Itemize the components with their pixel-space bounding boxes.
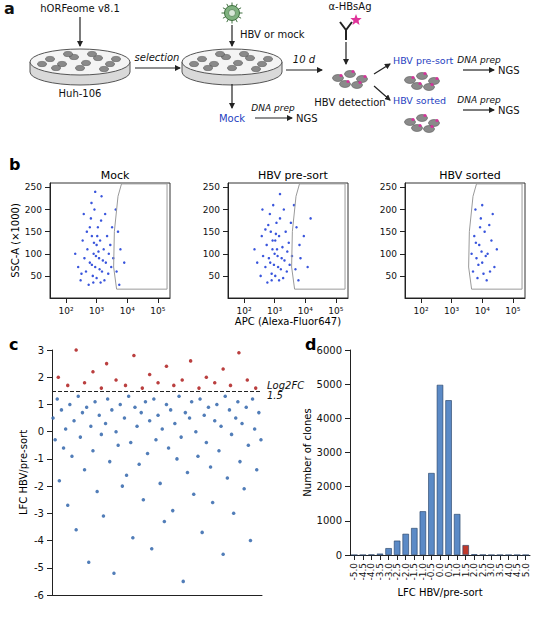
svg-text:10⁵: 10⁵ <box>328 306 343 316</box>
svg-text:HBV or mock: HBV or mock <box>240 29 305 40</box>
svg-text:d: d <box>305 335 316 354</box>
svg-text:-5.0: -5.0 <box>349 563 360 581</box>
svg-text:-1.5: -1.5 <box>409 563 420 581</box>
svg-text:5.0: 5.0 <box>521 563 531 578</box>
svg-text:-1: -1 <box>34 453 44 464</box>
svg-text:3.5: 3.5 <box>495 563 505 578</box>
svg-text:Log2FC: Log2FC <box>267 380 305 392</box>
svg-text:100: 100 <box>380 249 397 259</box>
svg-text:2.5: 2.5 <box>477 563 488 578</box>
svg-text:50: 50 <box>386 271 398 281</box>
svg-text:10³: 10³ <box>444 306 459 316</box>
svg-text:-4: -4 <box>34 535 44 546</box>
svg-text:c: c <box>9 335 18 354</box>
svg-text:1000: 1000 <box>317 515 342 526</box>
svg-text:1.0: 1.0 <box>452 563 463 578</box>
svg-text:HBV pre-sort: HBV pre-sort <box>393 55 454 66</box>
svg-text:HBV sorted: HBV sorted <box>393 95 446 106</box>
svg-text:3000: 3000 <box>317 447 342 458</box>
svg-text:b: b <box>9 155 20 174</box>
svg-text:50: 50 <box>31 271 43 281</box>
svg-text:-3: -3 <box>34 508 44 519</box>
svg-text:α-HBsAg: α-HBsAg <box>329 1 372 12</box>
svg-text:a: a <box>4 0 15 18</box>
svg-text:-1.0: -1.0 <box>417 563 428 581</box>
svg-text:150: 150 <box>203 227 220 237</box>
svg-text:DNA prep: DNA prep <box>457 95 501 105</box>
svg-text:5000: 5000 <box>317 379 342 390</box>
svg-text:10²: 10² <box>413 306 428 316</box>
svg-text:150: 150 <box>380 227 397 237</box>
svg-text:-4.0: -4.0 <box>366 563 377 581</box>
svg-text:2000: 2000 <box>317 481 342 492</box>
svg-text:200: 200 <box>25 205 42 215</box>
svg-text:4000: 4000 <box>317 413 342 424</box>
svg-text:10²: 10² <box>58 306 73 316</box>
svg-text:3: 3 <box>38 345 44 356</box>
svg-text:150: 150 <box>25 227 42 237</box>
svg-text:selection: selection <box>135 52 180 63</box>
svg-text:10⁴: 10⁴ <box>298 306 313 316</box>
svg-text:10⁵: 10⁵ <box>505 306 520 316</box>
svg-text:50: 50 <box>209 271 221 281</box>
svg-text:hORFeome v8.1: hORFeome v8.1 <box>40 3 120 14</box>
svg-text:-5: -5 <box>34 562 44 573</box>
svg-text:LFC HBV/pre-sort: LFC HBV/pre-sort <box>397 587 482 598</box>
svg-text:-6: -6 <box>34 590 44 601</box>
svg-text:0: 0 <box>38 426 44 437</box>
svg-text:100: 100 <box>25 249 42 259</box>
svg-text:100: 100 <box>203 249 220 259</box>
svg-text:2: 2 <box>38 372 44 383</box>
svg-text:APC (Alexa-Fluor647): APC (Alexa-Fluor647) <box>235 316 341 327</box>
svg-text:HBV sorted: HBV sorted <box>439 169 501 182</box>
svg-text:DNA prep: DNA prep <box>457 55 501 65</box>
svg-text:10²: 10² <box>236 306 251 316</box>
svg-text:-0.5: -0.5 <box>426 563 437 581</box>
svg-text:0.0: 0.0 <box>435 563 445 578</box>
svg-text:250: 250 <box>25 182 42 192</box>
svg-text:HBV pre-sort: HBV pre-sort <box>258 169 328 182</box>
svg-text:NGS: NGS <box>296 113 318 124</box>
svg-text:Number of clones: Number of clones <box>302 408 313 496</box>
svg-text:-3.5: -3.5 <box>375 563 385 581</box>
svg-text:200: 200 <box>380 205 397 215</box>
svg-text:-2.5: -2.5 <box>392 563 403 581</box>
svg-text:10³: 10³ <box>89 306 104 316</box>
svg-text:2.0: 2.0 <box>469 563 480 578</box>
svg-text:Mock: Mock <box>219 113 245 124</box>
svg-text:NGS: NGS <box>498 65 520 76</box>
svg-text:Mock: Mock <box>101 169 130 182</box>
svg-text:1: 1 <box>38 399 44 410</box>
svg-text:SSC-A (×1000): SSC-A (×1000) <box>10 203 21 278</box>
svg-text:250: 250 <box>380 182 397 192</box>
svg-text:-2: -2 <box>34 481 44 492</box>
svg-text:0: 0 <box>336 550 342 561</box>
svg-text:10⁴: 10⁴ <box>120 306 135 316</box>
svg-text:4.5: 4.5 <box>512 563 523 578</box>
svg-text:10 d: 10 d <box>293 54 316 65</box>
svg-text:3.0: 3.0 <box>486 563 497 578</box>
svg-text:DNA prep: DNA prep <box>251 103 295 113</box>
svg-text:0.5: 0.5 <box>443 563 454 578</box>
svg-text:-4.5: -4.5 <box>357 563 368 581</box>
svg-text:6000: 6000 <box>317 345 342 356</box>
svg-text:NGS: NGS <box>498 105 520 116</box>
svg-text:250: 250 <box>203 182 220 192</box>
svg-text:10⁴: 10⁴ <box>475 306 490 316</box>
svg-text:200: 200 <box>203 205 220 215</box>
svg-text:-3.0: -3.0 <box>383 563 394 581</box>
svg-text:1.5: 1.5 <box>460 563 471 578</box>
svg-text:-2.0: -2.0 <box>400 563 411 581</box>
svg-text:10⁵: 10⁵ <box>150 306 165 316</box>
svg-text:Huh-106: Huh-106 <box>59 88 102 99</box>
svg-text:4.0: 4.0 <box>503 563 514 578</box>
svg-text:1.5: 1.5 <box>267 390 283 401</box>
svg-text:LFC HBV/pre-sort: LFC HBV/pre-sort <box>18 430 29 515</box>
svg-text:10³: 10³ <box>267 306 282 316</box>
svg-text:HBV detection: HBV detection <box>314 97 385 108</box>
